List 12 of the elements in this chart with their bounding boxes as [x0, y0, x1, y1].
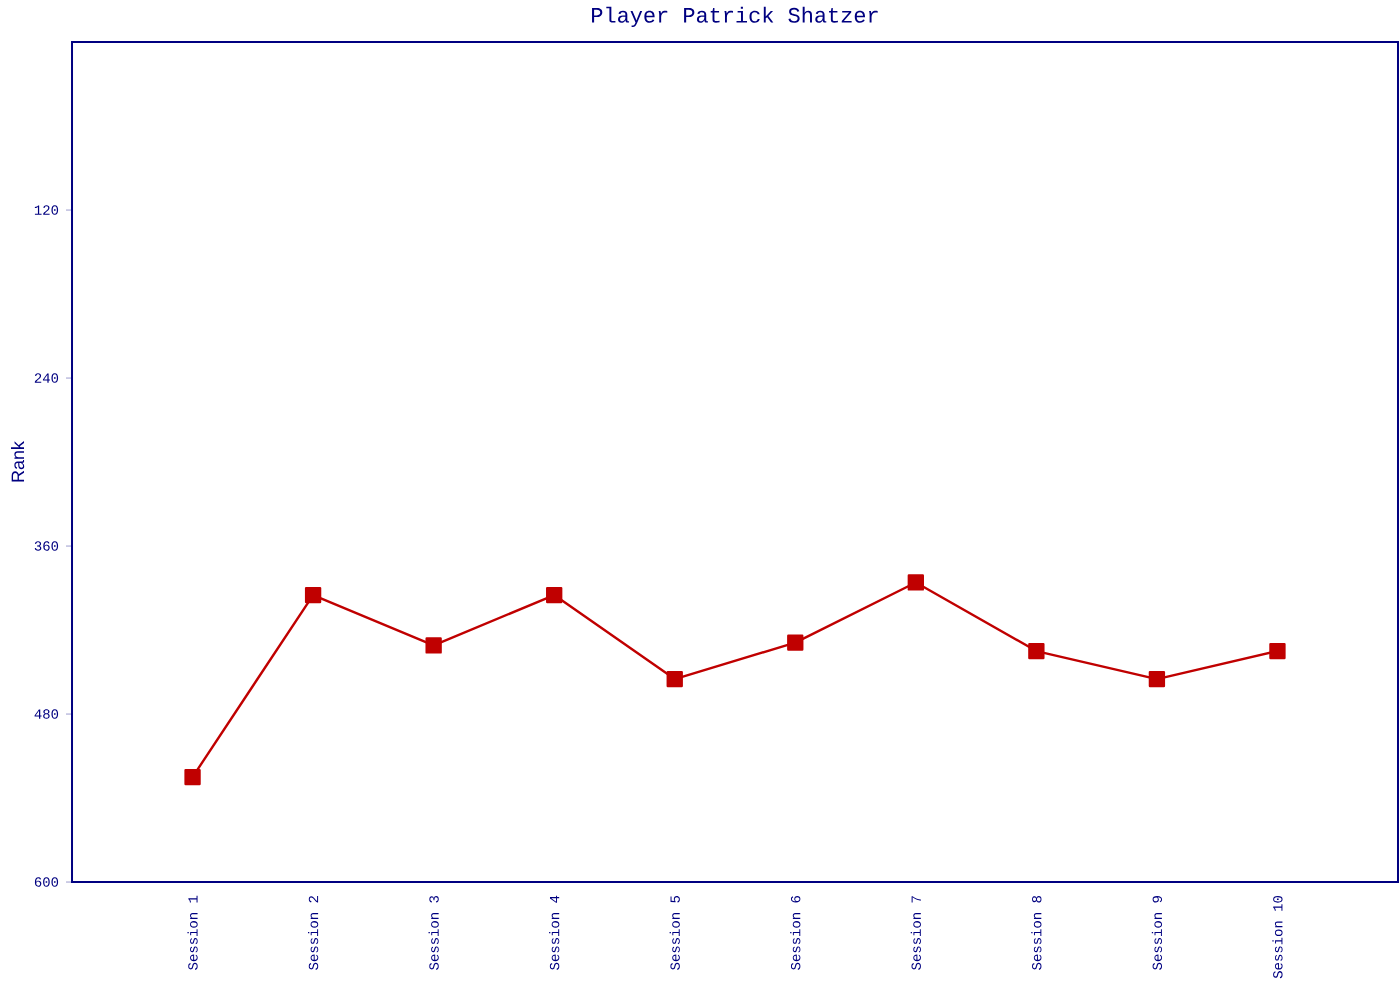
point: [546, 586, 563, 604]
point: [907, 574, 924, 591]
point: [184, 768, 201, 786]
y-axis-title: Rank: [11, 441, 25, 482]
point: [425, 637, 442, 654]
point: [787, 634, 804, 651]
point: [1148, 670, 1166, 688]
chart-title: Player Patrick Shatzer: [592, 6, 878, 28]
point: [1269, 642, 1286, 660]
point: [1028, 642, 1045, 660]
point: [666, 670, 683, 688]
point: [304, 586, 322, 604]
